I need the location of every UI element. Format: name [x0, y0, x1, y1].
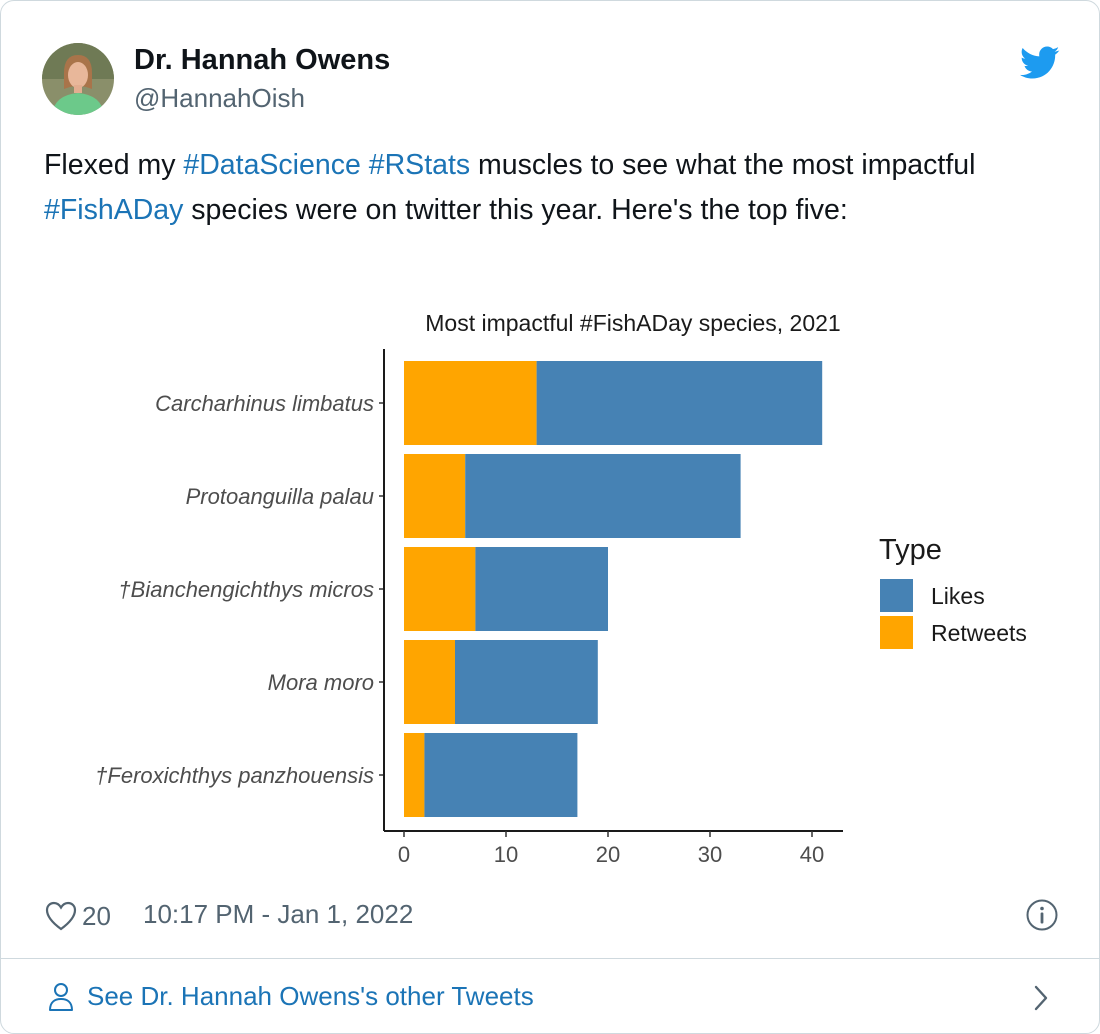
bar-retweets — [404, 454, 466, 538]
hashtag-link[interactable]: #FishADay — [44, 194, 184, 226]
bar-likes — [455, 640, 598, 724]
tweet-text-segment: Flexed my — [44, 149, 184, 181]
like-count: 20 — [82, 900, 111, 931]
legend-label: Retweets — [931, 620, 1027, 646]
person-icon — [49, 983, 73, 1011]
twitter-bird-icon[interactable] — [1020, 46, 1060, 80]
chart-bars — [404, 361, 823, 817]
y-tick-label: Protoanguilla palau — [186, 484, 374, 509]
chart-legend: Type Likes Retweets — [879, 534, 1027, 649]
bar-likes — [424, 733, 578, 817]
heart-icon — [45, 901, 77, 931]
x-tick-label: 20 — [596, 842, 620, 867]
y-tick-label: Mora moro — [268, 670, 374, 695]
bar-retweets — [404, 361, 537, 445]
x-tick-label: 0 — [398, 842, 410, 867]
bar-retweets — [404, 547, 476, 631]
y-axis: Carcharhinus limbatus Protoanguilla palau… — [95, 349, 385, 831]
tweet-text: Flexed my #DataScience #RStats muscles t… — [44, 143, 1054, 233]
bar-likes — [465, 454, 741, 538]
author-name[interactable]: Dr. Hannah Owens — [134, 44, 391, 76]
avatar-photo-icon — [42, 43, 114, 115]
bar-retweets — [404, 640, 455, 724]
x-tick-label: 10 — [494, 842, 518, 867]
tweet-timestamp[interactable]: 10:17 PM - Jan 1, 2022 — [143, 899, 414, 929]
bar-likes — [536, 361, 823, 445]
hashtag-link[interactable]: #DataScience — [183, 149, 361, 181]
y-tick-label: †Bianchengichthys micros — [118, 577, 374, 602]
footer-divider — [1, 958, 1099, 959]
author-avatar[interactable] — [42, 43, 114, 115]
legend-swatch — [880, 616, 913, 649]
species-bar-chart: Most impactful #FishADay species, 2021 C… — [95, 310, 1027, 867]
chart-title: Most impactful #FishADay species, 2021 — [425, 310, 840, 336]
legend-title: Type — [879, 534, 942, 566]
legend-swatch — [880, 579, 913, 612]
x-axis: 0 10 20 30 40 — [384, 830, 843, 867]
see-other-tweets-label: See Dr. Hannah Owens's other Tweets — [87, 981, 534, 1011]
tweet-text-segment — [361, 149, 369, 181]
bar-retweets — [404, 733, 425, 817]
x-tick-label: 40 — [800, 842, 824, 867]
bar-likes — [475, 547, 608, 631]
y-tick-label: Carcharhinus limbatus — [155, 391, 374, 416]
like-button[interactable]: 20 — [44, 898, 111, 934]
x-tick-label: 30 — [698, 842, 722, 867]
hashtag-link[interactable]: #RStats — [368, 149, 471, 181]
author-handle[interactable]: @HannahOish — [134, 83, 305, 113]
see-other-tweets-link[interactable]: See Dr. Hannah Owens's other Tweets — [1, 959, 1099, 1033]
legend-label: Likes — [931, 583, 985, 609]
tweet-text-segment: muscles to see what the most impactful — [470, 149, 976, 181]
tweet-meta: 20 10:17 PM - Jan 1, 2022 — [44, 896, 1064, 936]
chevron-right-icon — [1034, 985, 1048, 1011]
y-tick-label: †Feroxichthys panzhouensis — [95, 763, 374, 788]
info-icon[interactable] — [1025, 898, 1059, 932]
tweet-text-segment: species were on twitter this year. Here'… — [183, 194, 848, 226]
